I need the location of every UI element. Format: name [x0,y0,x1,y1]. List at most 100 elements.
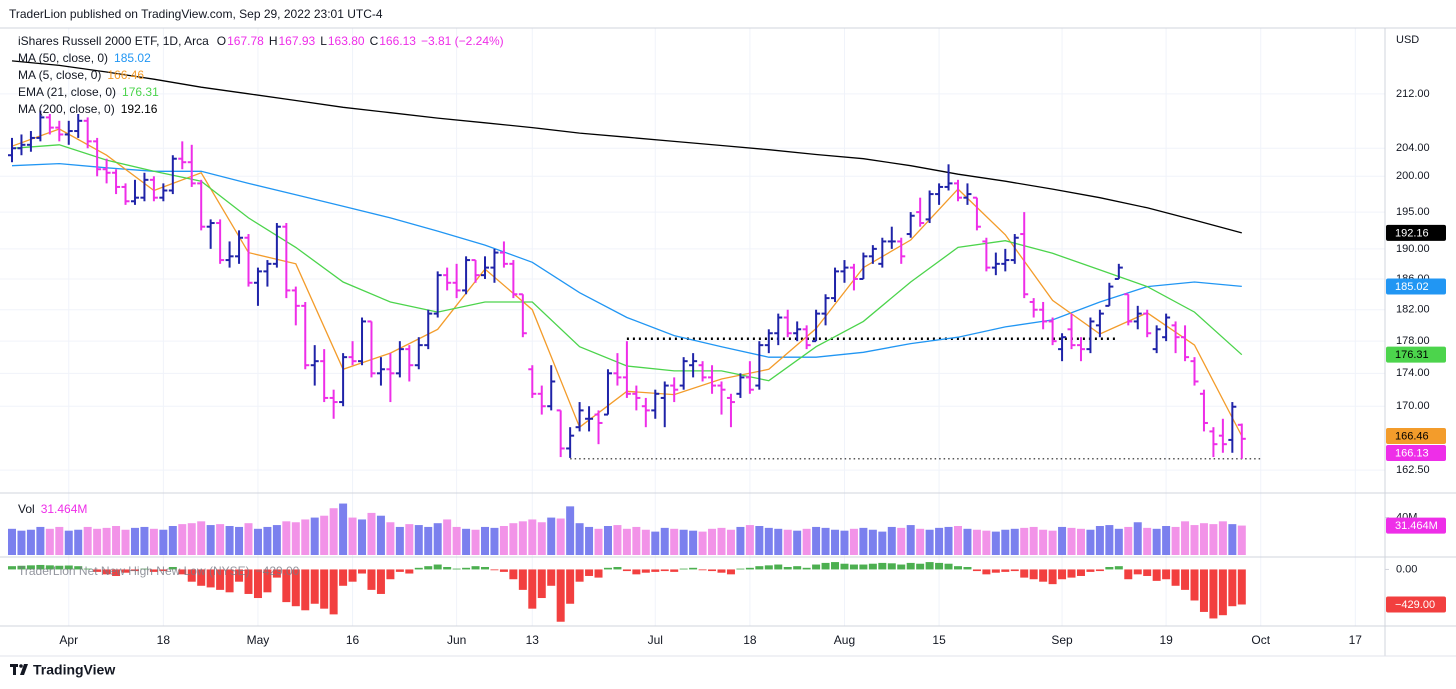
breadth-bar [395,569,404,572]
breadth-bar [1067,569,1076,578]
y-tick-label: 200.00 [1396,170,1430,182]
volume-bar [112,526,121,555]
breadth-bar [244,569,253,594]
breadth-bar [1228,569,1237,607]
volume-bar [1133,522,1142,555]
x-tick-label: 17 [1349,633,1363,647]
volume-bar [849,528,858,555]
breadth-bar [1020,569,1029,578]
x-tick-label: 18 [743,633,757,647]
breadth-bar [906,562,915,570]
indicator-value: 185.02 [114,51,151,65]
breadth-bar [102,569,111,575]
breadth-bar [518,569,527,590]
volume-bar [736,526,745,555]
volume-bar [499,526,508,555]
volume-bar [253,528,262,555]
breadth-bar [679,568,688,570]
x-tick-label: 19 [1159,633,1173,647]
volume-bar [1039,529,1048,555]
volume-bar [793,530,802,555]
y-tick-label: 162.50 [1396,464,1430,476]
breadth-bar [566,569,575,604]
volume-bar [291,522,300,555]
volume-bar [1105,525,1114,555]
volume-bar [1029,526,1038,555]
volume-bar [1190,525,1199,555]
breadth-bar [358,569,367,574]
volume-bar [831,529,840,555]
x-tick-label: Jun [447,633,466,647]
volume-bar [651,531,660,555]
breadth-bar [972,569,981,572]
breadth-bar [8,566,16,570]
volume-bar [528,519,537,555]
volume-bar [1086,529,1095,555]
volume-bar [1076,528,1085,555]
volume-bar [1209,524,1218,555]
volume-bar [518,521,527,555]
volume-bar [906,525,915,555]
breadth-bar [376,569,385,594]
breadth-bar [1190,569,1199,601]
volume-bar [1218,521,1227,555]
x-tick-label: May [247,633,270,647]
breadth-bar [708,569,717,572]
volume-bar [708,528,717,555]
breadth-bar [954,566,962,570]
volume-bar [1143,527,1152,555]
axis-value-label: 166.46 [1395,430,1429,442]
breadth-bar [651,569,660,572]
logo-part [19,664,23,668]
volume-bar [140,526,149,555]
breadth-bar [1181,569,1190,590]
pane-title: TraderLion Net New High New Low (NYSE) [18,564,250,578]
breadth-bar [263,569,272,593]
indicator-value: 176.31 [122,85,159,99]
volume-bar [991,531,1000,555]
volume-bar [405,524,414,555]
breadth-bar [367,569,376,590]
ohlc-value: 167.93 [278,34,315,48]
breadth-bar [1133,569,1142,575]
breadth-bar [55,565,64,570]
ohlc-key: O [217,34,226,48]
volume-bar [812,526,821,555]
breadth-bar [339,569,348,586]
breadth-bar [74,566,83,570]
breadth-bar [755,566,764,570]
volume-bar [717,527,726,555]
breadth-bar [632,569,641,575]
volume-bar [1114,528,1123,555]
breadth-bar [547,569,556,586]
breadth-bar [348,569,357,582]
x-tick-label: 18 [157,633,171,647]
breadth-bar [1048,569,1057,585]
breadth-bar [660,569,669,572]
moving-average-line [11,162,1242,358]
publisher: TraderLion published on TradingView.com,… [9,7,383,21]
breadth-bar [783,566,792,570]
volume-bar [462,528,471,555]
breadth-bar [272,569,281,578]
y-tick-label: 195.00 [1396,206,1430,218]
breadth-bar [386,569,395,580]
breadth-bar [925,562,934,570]
volume-bar [1152,528,1161,555]
volume-bar [1199,523,1208,555]
volume-bar [272,525,281,555]
volume-bar [64,530,73,555]
volume-bar [679,529,688,555]
volume-bar [395,526,404,555]
pane-title: Vol [18,502,35,516]
volume-bar [603,526,612,555]
breadth-bar [17,565,26,570]
breadth-bar [802,567,811,570]
volume-bar [225,526,234,555]
breadth-bar [849,564,858,570]
breadth-bar [887,563,896,570]
volume-bar [755,526,764,555]
volume-bar [1171,526,1180,555]
labels: TraderLion published on TradingView.com,… [9,7,1446,678]
volume-bar [102,527,111,555]
